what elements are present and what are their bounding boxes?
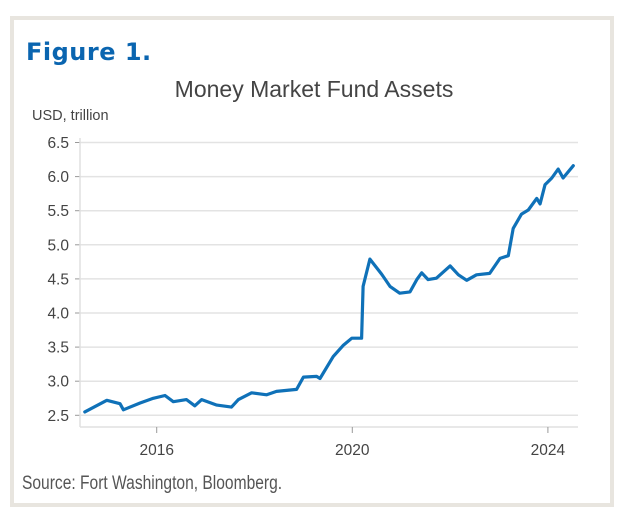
- x-tick-label: 2016: [139, 442, 173, 459]
- y-tick-label: 5.0: [47, 237, 69, 254]
- y-tick-label: 3.0: [47, 374, 69, 391]
- x-tick-label: 2020: [335, 442, 370, 459]
- y-tick-label: 3.5: [47, 340, 69, 357]
- y-tick-label: 6.0: [47, 169, 69, 186]
- figure-frame: [10, 16, 614, 507]
- y-tick-label: 6.5: [47, 135, 69, 152]
- y-tick-label: 5.5: [47, 203, 69, 220]
- x-tick-label: 2024: [531, 442, 566, 459]
- y-tick-label: 2.5: [47, 408, 69, 425]
- figure-label: Figure 1.: [26, 38, 152, 66]
- chart-title: Money Market Fund Assets: [174, 76, 454, 102]
- series-line: [83, 164, 575, 414]
- source-note: Source: Fort Washington, Bloomberg.: [22, 473, 283, 494]
- y-tick-label: 4.5: [47, 271, 69, 288]
- y-tick-label: 4.0: [47, 306, 69, 323]
- y-axis-label: USD, trillion: [32, 108, 109, 124]
